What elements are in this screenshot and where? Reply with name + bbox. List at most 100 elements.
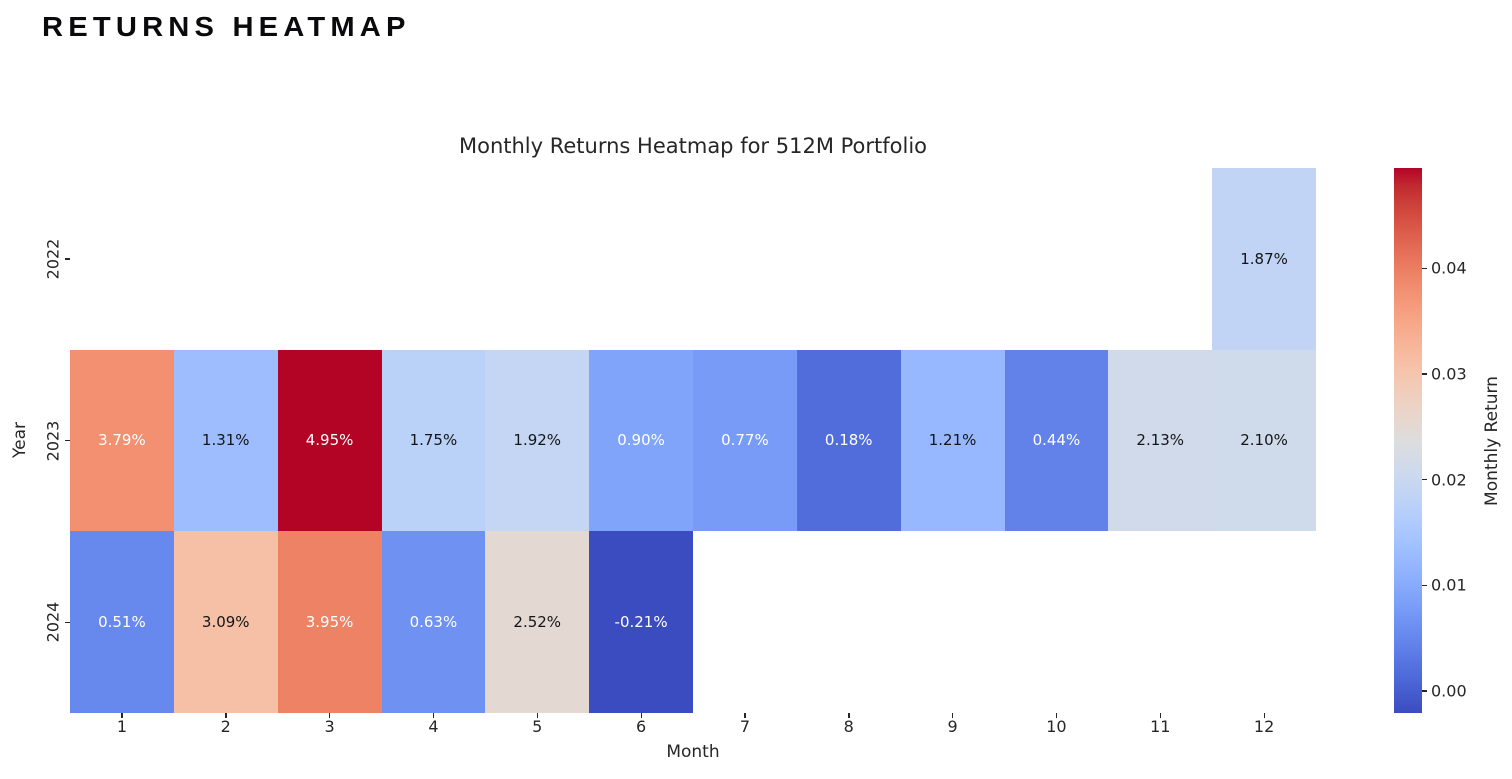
cell-value: 0.18%	[824, 431, 873, 450]
x-tick-label: 7	[739, 717, 750, 736]
x-tick-mark	[952, 713, 954, 718]
heatmap-cell-2023-12: 2.10%	[1212, 349, 1316, 532]
heatmap-cell-2024-7	[693, 531, 797, 713]
heatmap-cell-2023-3: 4.95%	[277, 349, 382, 532]
colorbar-tick-mark	[1422, 267, 1427, 270]
x-tick-mark	[121, 713, 123, 718]
x-tick-mark	[329, 713, 331, 718]
heatmap-cell-2022-10	[1005, 168, 1109, 350]
colorbar-tick-label: 0.02	[1431, 470, 1467, 490]
x-tick-mark	[848, 713, 850, 718]
x-tick-label: 11	[1150, 717, 1171, 736]
heatmap-cell-2022-6	[589, 168, 693, 350]
colorbar-tick-mark	[1422, 373, 1427, 375]
heatmap-cell-2024-10	[1005, 531, 1109, 713]
heatmap-cell-2023-10: 0.44%	[1004, 349, 1109, 532]
colorbar-label: Monthly Return	[1482, 376, 1502, 506]
cell-value: 1.87%	[1240, 249, 1288, 268]
x-tick-mark	[536, 713, 539, 718]
cell-value: 1.21%	[928, 431, 977, 450]
heatmap-cell-2024-8	[797, 531, 901, 713]
cell-value: 3.95%	[305, 613, 354, 632]
y-tick-mark	[65, 621, 70, 623]
heatmap-cell-2023-4: 1.75%	[381, 349, 486, 532]
y-tick-label: 2022	[43, 238, 63, 280]
cell-value: 0.77%	[721, 431, 769, 450]
heatmap-cell-2022-8	[797, 168, 901, 350]
heatmap-cell-2022-12: 1.87%	[1212, 168, 1316, 350]
cell-value: 0.63%	[409, 613, 458, 632]
x-tick-mark	[1055, 713, 1058, 718]
heatmap-cell-2022-2	[174, 168, 278, 350]
heatmap-cell-2023-11: 2.13%	[1108, 349, 1213, 532]
cell-value: 0.44%	[1032, 431, 1081, 450]
x-tick-label: 4	[428, 717, 439, 736]
heatmap-cell-2023-2: 1.31%	[173, 349, 278, 532]
heatmap-cell-2022-11	[1108, 168, 1212, 350]
cell-value: 3.79%	[98, 431, 146, 450]
cell-value: -0.21%	[614, 613, 668, 632]
cell-value: 1.31%	[201, 431, 250, 450]
cell-value: 2.52%	[513, 613, 562, 632]
cell-value: 3.09%	[201, 613, 250, 632]
colorbar-gradient	[1394, 168, 1422, 713]
x-axis-label: Month	[666, 742, 720, 762]
x-tick-mark	[432, 713, 435, 718]
cell-value: 1.75%	[409, 431, 458, 450]
heatmap-cell-2023-5: 1.92%	[485, 349, 590, 532]
heatmap-cell-2024-6: -0.21%	[589, 531, 693, 713]
heatmap-cell-2023-8: 0.18%	[796, 349, 901, 532]
y-tick-mark	[65, 258, 70, 260]
x-tick-mark	[1159, 713, 1162, 718]
heatmap-cell-2024-5: 2.52%	[485, 531, 590, 713]
cell-value: 2.13%	[1136, 431, 1185, 450]
x-tick-label: 8	[843, 717, 854, 736]
colorbar-tick-label: 0.01	[1431, 575, 1467, 595]
y-tick-mark	[65, 440, 70, 442]
colorbar-tick-mark	[1422, 690, 1427, 692]
x-tick-label: 12	[1253, 717, 1275, 736]
heatmap-cell-2024-12	[1212, 531, 1316, 713]
heatmap-cell-2023-1: 3.79%	[70, 349, 174, 532]
heatmap-cell-2024-1: 0.51%	[70, 531, 174, 713]
heatmap-cell-2022-1	[70, 168, 174, 350]
x-tick-label: 1	[116, 717, 127, 736]
colorbar-tick-mark	[1422, 584, 1427, 586]
page-title: RETURNS HEATMAP	[42, 11, 411, 42]
heatmap-cell-2022-9	[901, 168, 1005, 350]
heatmap-cell-2024-2: 3.09%	[173, 531, 278, 713]
heatmap-cell-2022-3	[278, 168, 382, 350]
x-tick-label: 2	[220, 717, 231, 736]
heatmap-cell-2023-9: 1.21%	[900, 349, 1005, 532]
heatmap-cell-2022-7	[693, 168, 797, 350]
colorbar-tick-label: 0.03	[1431, 364, 1467, 384]
x-tick-mark	[225, 713, 227, 718]
heatmap-cell-2024-4: 0.63%	[381, 531, 486, 713]
colorbar-tick-mark	[1422, 479, 1427, 481]
heatmap-cell-2023-7: 0.77%	[693, 349, 797, 532]
x-tick-mark	[1263, 713, 1265, 718]
colorbar-tick-label: 0.00	[1431, 681, 1467, 701]
chart-title: Monthly Returns Heatmap for 512M Portfol…	[458, 134, 928, 158]
colorbar-tick-label: 0.04	[1431, 258, 1467, 278]
x-tick-mark	[744, 713, 746, 718]
heatmap-cell-2022-5	[485, 168, 589, 350]
x-tick-label: 3	[324, 717, 335, 736]
x-tick-label: 6	[635, 717, 647, 736]
x-tick-mark	[640, 713, 642, 718]
heatmap-cell-2022-4	[382, 168, 486, 350]
heatmap-cell-2024-11	[1108, 531, 1212, 713]
cell-value: 0.51%	[98, 613, 146, 632]
x-tick-label: 10	[1046, 717, 1067, 736]
x-tick-label: 5	[532, 717, 543, 736]
cell-value: 0.90%	[617, 431, 665, 450]
y-axis-label: Year	[10, 422, 30, 458]
cell-value: 4.95%	[305, 431, 354, 450]
heatmap-cell-2023-6: 0.90%	[589, 349, 693, 532]
x-tick-label: 9	[947, 717, 958, 736]
heatmap-plot: 1.87% 3.79% 1.31% 4.95% 1.75% 1.92% 0.90% 0.77%…	[70, 168, 1316, 713]
y-tick-label: 2024	[43, 601, 63, 643]
cell-value: 2.10%	[1240, 431, 1288, 450]
cell-value: 1.92%	[513, 431, 562, 450]
